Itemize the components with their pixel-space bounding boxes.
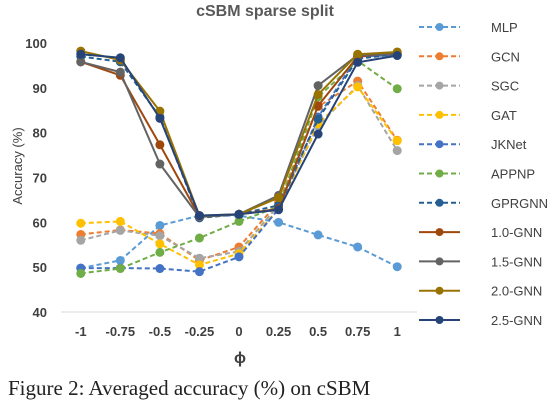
data-point [76, 49, 86, 59]
series-line-2.5-GNN [80, 53, 398, 217]
y-tick-label: 50 [33, 260, 47, 275]
y-tick-label: 60 [33, 215, 47, 230]
data-point [155, 140, 165, 150]
data-point [155, 231, 165, 241]
x-tick-label: -0.75 [106, 324, 136, 339]
data-point [115, 255, 125, 265]
data-point [392, 84, 402, 94]
figure-caption: Figure 2: Averaged accuracy (%) on cSBM [8, 376, 371, 400]
legend-label: GCN [491, 49, 520, 64]
series-line-GAT [80, 85, 399, 266]
data-point [234, 209, 244, 219]
data-point [392, 146, 402, 156]
x-tick-label: 0 [235, 324, 242, 339]
data-point [115, 225, 125, 235]
data-point [76, 235, 86, 245]
data-point [353, 242, 363, 252]
legend-label: JKNet [491, 137, 527, 152]
x-tick-label: 0.75 [345, 324, 370, 339]
data-point [155, 247, 165, 257]
series-line-MLP [80, 214, 398, 270]
data-point [234, 252, 244, 262]
legend-marker [435, 228, 444, 237]
data-point [353, 82, 363, 92]
data-point [115, 264, 125, 274]
data-point [115, 53, 125, 63]
legend-marker [435, 110, 444, 119]
x-axis-label: ϕ [234, 350, 246, 367]
x-tick-label: -1 [75, 324, 87, 339]
legend-marker [435, 198, 444, 207]
y-tick-labels: 40 50 60 70 80 90 100 [25, 36, 47, 320]
x-tick-label: -0.25 [185, 324, 215, 339]
data-point [392, 51, 402, 61]
x-tick-label: 1 [394, 324, 401, 339]
data-point [274, 193, 284, 203]
data-point [234, 216, 244, 226]
legend-marker [435, 140, 444, 149]
data-point [155, 159, 165, 169]
data-point [194, 260, 204, 270]
y-tick-label: 40 [33, 305, 47, 320]
data-point [76, 57, 86, 67]
data-point [76, 218, 86, 228]
data-point [313, 90, 323, 100]
legend-label: 2.5-GNN [491, 313, 542, 328]
data-point [313, 114, 323, 124]
data-point [155, 264, 165, 274]
data-point [155, 220, 165, 230]
x-tick-label: -0.5 [149, 324, 171, 339]
x-tick-label: 0.25 [266, 324, 291, 339]
legend-marker [435, 169, 444, 178]
data-point [313, 230, 323, 240]
legend-label: 1.0-GNN [491, 225, 542, 240]
data-point [353, 57, 363, 67]
data-point [313, 81, 323, 91]
legend-marker [435, 81, 444, 90]
series-line-SGC [80, 84, 399, 260]
data-point [155, 239, 165, 249]
data-point [313, 101, 323, 111]
legend-label: 1.5-GNN [491, 254, 542, 269]
legend-marker [435, 52, 444, 61]
legend-marker [435, 257, 444, 266]
y-tick-label: 80 [33, 126, 47, 141]
legend-label: SGC [491, 79, 519, 94]
y-axis-label: Accuracy (%) [10, 127, 25, 204]
x-tick-label: 0.5 [309, 324, 327, 339]
legend-label: MLP [491, 20, 518, 35]
data-point [353, 49, 363, 59]
series-line-GCN [80, 80, 399, 262]
data-point [194, 233, 204, 243]
x-tick-labels: -1 -0.75 -0.5 -0.25 0 0.25 0.5 0.75 1 [75, 324, 401, 339]
legend-label: GPRGNN [491, 196, 548, 211]
data-point [76, 268, 86, 278]
legend-label: GAT [491, 108, 517, 123]
data-point [392, 262, 402, 272]
data-point [313, 129, 323, 139]
data-point [274, 217, 284, 227]
legend: MLP GCN SGC GAT JKNet APPNP GPRGNN 1.0-GNN 1.5-G… [419, 20, 548, 328]
data-point [115, 216, 125, 226]
series-lines [76, 46, 402, 278]
legend-marker [435, 316, 444, 324]
y-tick-label: 100 [25, 36, 47, 51]
data-point [392, 136, 402, 146]
legend-marker [435, 23, 444, 31]
chart-title: cSBM sparse split [196, 3, 335, 20]
legend-label: APPNP [491, 167, 535, 182]
data-point [115, 67, 125, 77]
data-point [194, 211, 204, 221]
data-point [194, 253, 204, 263]
y-tick-label: 70 [33, 171, 47, 186]
legend-label: 2.0-GNN [491, 284, 542, 299]
y-tick-label: 90 [33, 81, 47, 96]
legend-marker [435, 286, 444, 295]
data-point [155, 113, 165, 123]
data-point [194, 267, 204, 277]
data-point [274, 205, 284, 215]
